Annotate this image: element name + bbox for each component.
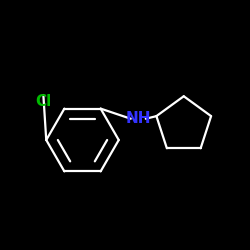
Text: Cl: Cl <box>36 94 52 109</box>
Text: NH: NH <box>126 111 152 126</box>
